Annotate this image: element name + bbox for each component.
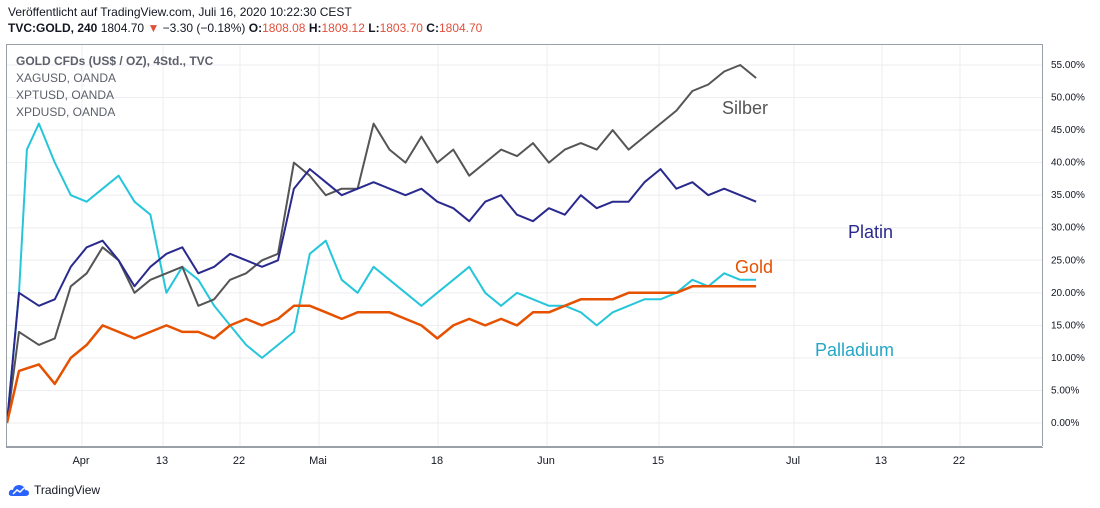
open-label: O: [248,21,263,35]
brand-label: TradingView [34,483,101,497]
x-tick-label: 13 [875,455,887,467]
symbol-label: TVC:GOLD, 240 [8,21,98,35]
legend-item-palladium: XPDUSD, OANDA [16,105,116,119]
series-line-platin [7,168,757,424]
x-tick-label: Apr [72,455,89,467]
y-axis-svg: 55.00% 50.00% 45.00% 40.00% 35.00% 30.00% 25.0… [1051,60,1085,429]
x-axis[interactable]: Apr 13 22 Mai 18 Jun 15 Jul 13 22 [6,446,1042,471]
x-tick-label: 13 [156,455,168,467]
chart-header: Veröffentlicht auf TradingView.com, Juli… [8,4,482,36]
open-value: 1808.08 [262,21,306,35]
x-tick-label: 15 [652,455,664,467]
y-tick-label: 25.00% [1051,255,1085,266]
tradingview-logo[interactable]: TradingView [8,483,100,497]
series-line-gold [7,285,757,424]
chart-svg [7,45,1043,447]
price-change: −3.30 (−0.18%) [162,21,246,35]
legend: GOLD CFDs (US$ / OZ), 4Std., TVC XAGUSD,… [16,53,213,121]
series-line-silber [7,64,757,424]
legend-item-platin: XPTUSD, OANDA [16,88,115,102]
x-tick-label: Jun [537,455,555,467]
legend-item-silber: XAGUSD, OANDA [16,71,117,85]
y-tick-label: 55.00% [1051,60,1085,71]
low-value: 1803.70 [379,21,423,35]
y-tick-label: 0.00% [1051,418,1079,429]
series-label-gold: Gold [735,257,774,277]
ohlc-line: TVC:GOLD, 240 1804.70 ▼ −3.30 (−0.18%) O… [8,20,482,36]
x-tick-label: 22 [233,455,245,467]
last-price: 1804.70 [100,21,145,35]
close-value: 1804.70 [438,21,483,35]
high-value: 1809.12 [321,21,365,35]
series-label-platin: Platin [848,222,894,242]
chart-plot-area[interactable] [6,44,1043,448]
x-tick-label: 18 [431,455,443,467]
close-label: C: [426,21,439,35]
series-line-palladium [7,122,757,424]
series-label-silber: Silber [722,98,769,118]
x-axis-svg: Apr 13 22 Mai 18 Jun 15 Jul 13 22 [72,455,965,467]
y-tick-label: 50.00% [1051,93,1085,104]
y-tick-label: 35.00% [1051,190,1085,201]
y-tick-label: 45.00% [1051,125,1085,136]
high-label: H: [308,21,322,35]
x-tick-label: Jul [786,455,800,467]
y-tick-label: 5.00% [1051,385,1079,396]
down-arrow-icon: ▼ [147,21,160,35]
y-tick-label: 20.00% [1051,288,1085,299]
legend-item-gold: GOLD CFDs (US$ / OZ), 4Std., TVC [16,54,214,68]
y-axis[interactable]: 55.00% 50.00% 45.00% 40.00% 35.00% 30.00% 25.0… [1042,44,1100,446]
y-tick-label: 15.00% [1051,320,1085,331]
tradingview-cloud-icon [8,485,30,496]
x-tick-label: 22 [953,455,965,467]
series-label-palladium: Palladium [815,340,895,360]
x-tick-label: Mai [309,455,327,467]
y-tick-label: 30.00% [1051,223,1085,234]
published-line: Veröffentlicht auf TradingView.com, Juli… [8,5,352,19]
low-label: L: [368,21,380,35]
y-tick-label: 10.00% [1051,353,1085,364]
y-tick-label: 40.00% [1051,158,1085,169]
